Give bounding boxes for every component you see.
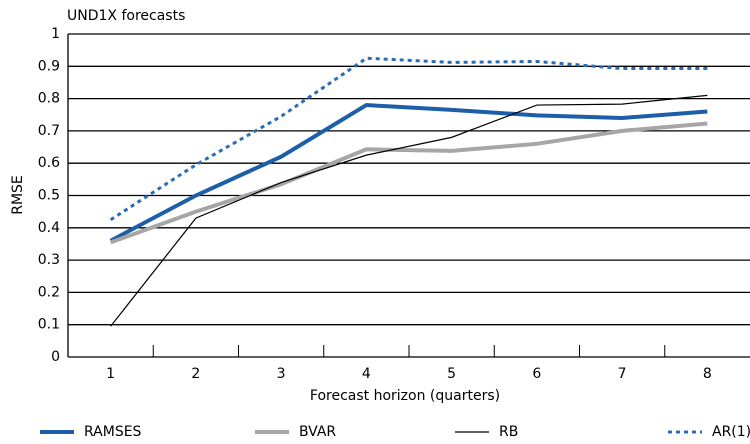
x-tick-label: 1: [106, 366, 115, 382]
y-tick-label: 0.5: [38, 188, 60, 204]
series-line: [109, 103, 708, 243]
x-tick-label: 8: [703, 366, 712, 382]
y-tick-label: 0.2: [38, 284, 60, 300]
series-line: [109, 121, 708, 245]
y-tick-label: 1: [51, 26, 60, 42]
series-line: [109, 56, 708, 221]
y-axis-title: RMSE: [10, 175, 26, 215]
y-tick-label: 0.7: [38, 123, 60, 139]
legend-label: RB: [499, 424, 518, 440]
series-line: [110, 94, 708, 327]
x-tick-label: 5: [447, 366, 456, 382]
y-tick-label: 0.3: [38, 252, 60, 268]
y-tick-label: 0.4: [38, 220, 60, 236]
legend-label: RAMSES: [84, 424, 142, 440]
chart-title: UND1X forecasts: [67, 8, 185, 24]
x-tick-label: 4: [362, 366, 371, 382]
legend-label: BVAR: [299, 424, 336, 440]
y-tick-label: 0.1: [38, 317, 60, 333]
x-tick-label: 3: [277, 366, 286, 382]
x-axis-title: Forecast horizon (quarters): [310, 388, 500, 404]
legend-label: AR(1): [712, 424, 750, 440]
y-tick-label: 0.9: [38, 58, 60, 74]
x-tick-label: 6: [532, 366, 541, 382]
x-tick-label: 2: [191, 366, 200, 382]
y-tick-label: 0.6: [38, 155, 60, 171]
y-tick-label: 0: [51, 349, 60, 365]
x-tick-label: 7: [618, 366, 627, 382]
y-tick-label: 0.8: [38, 91, 60, 107]
